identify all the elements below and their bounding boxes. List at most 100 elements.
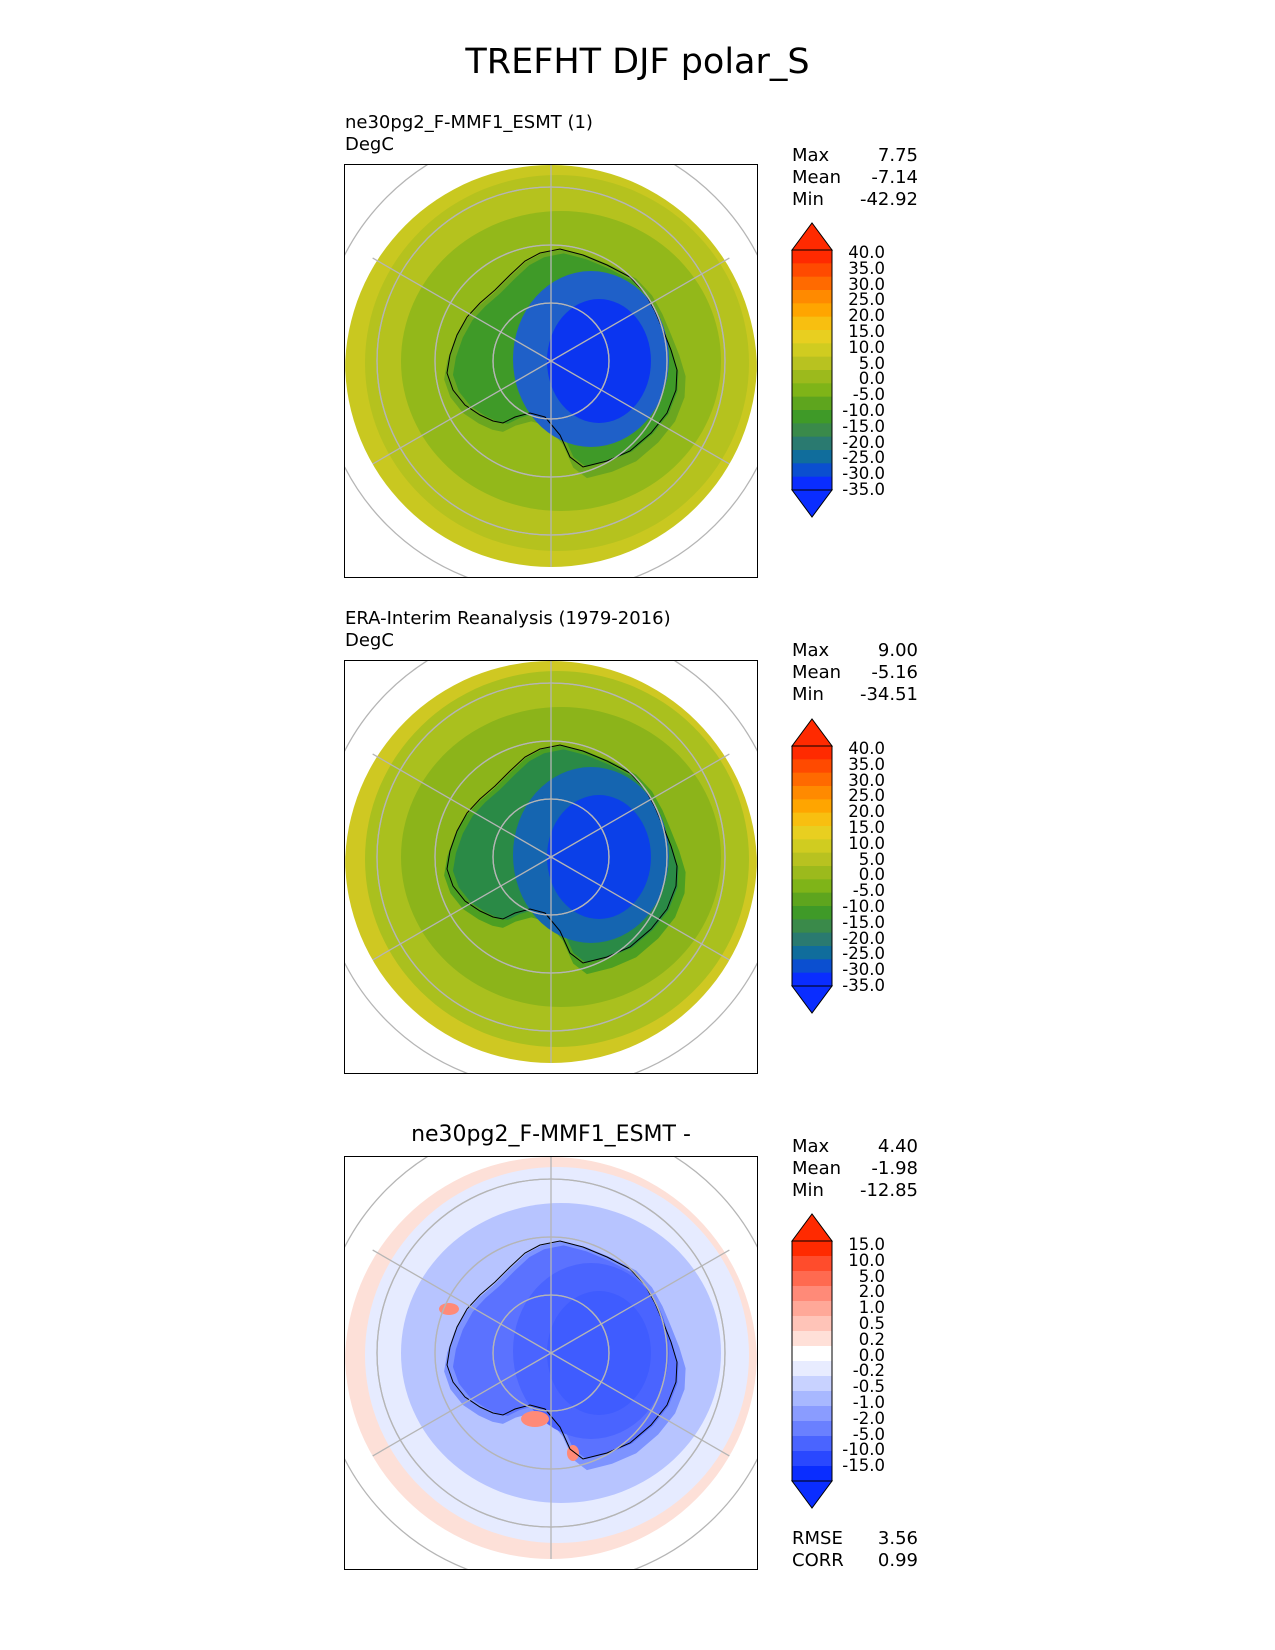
meridian-line bbox=[550, 1233, 757, 1354]
colorbar-bin bbox=[792, 263, 832, 278]
panel1-stats: Max 7.75 Mean -7.14 Min -42.92 bbox=[792, 145, 918, 211]
colorbar-bin bbox=[792, 1391, 832, 1407]
colorbar-tick-label: 30.0 bbox=[848, 770, 885, 790]
colorbar-bin bbox=[792, 343, 832, 358]
colorbar-bin bbox=[792, 959, 832, 974]
coastline bbox=[446, 744, 678, 964]
colorbar-bin bbox=[792, 812, 832, 827]
colorbar-bin bbox=[792, 1331, 832, 1347]
colorbar-bin bbox=[792, 852, 832, 867]
colorbar-bin bbox=[792, 396, 832, 411]
panel1-stat-mean-value: -7.14 bbox=[871, 167, 918, 188]
panel2-title-line1: ERA-Interim Reanalysis (1979-2016) bbox=[345, 608, 671, 629]
panel1-stat-max-value: 7.75 bbox=[877, 145, 918, 166]
colorbar-tick-label: 0.5 bbox=[858, 1313, 885, 1333]
colorbar-extend-top bbox=[791, 718, 833, 747]
panel2-stat-min-label: Min bbox=[792, 684, 824, 705]
colorbar-tick-label: -5.0 bbox=[852, 385, 885, 405]
panel1-stat-max-label: Max bbox=[792, 145, 830, 166]
colorbar-bin bbox=[792, 1286, 832, 1302]
colorbar-tick-label: -10.0 bbox=[842, 400, 885, 420]
colorbar-tick-label: -10.0 bbox=[842, 896, 885, 916]
meridian-line bbox=[345, 360, 552, 481]
colorbar-bin bbox=[792, 1406, 832, 1422]
colorbar-tick-label: 0.0 bbox=[858, 865, 885, 885]
panel2-map bbox=[344, 660, 758, 1074]
panel2-colorbar bbox=[791, 718, 833, 1014]
panel2-stat-max-label: Max bbox=[792, 640, 830, 661]
meridian-line bbox=[345, 737, 552, 858]
panel3-corr-value: 0.99 bbox=[877, 1550, 918, 1571]
colorbar-tick-label: -25.0 bbox=[842, 944, 885, 964]
figure-title: TREFHT DJF polar_S bbox=[465, 42, 810, 82]
panel2-stat-max-value: 9.00 bbox=[877, 640, 918, 661]
colorbar-bin bbox=[792, 892, 832, 907]
map-core-zone bbox=[547, 1291, 651, 1415]
colorbar-bin bbox=[792, 946, 832, 960]
colorbar-bin bbox=[792, 839, 832, 854]
panel3-stat-mean-value: -1.98 bbox=[871, 1158, 918, 1179]
colorbar-tick-label: -5.0 bbox=[852, 881, 885, 901]
colorbar-bin bbox=[792, 1316, 832, 1332]
colorbar-bin bbox=[792, 290, 832, 304]
colorbar-tick-label: 40.0 bbox=[848, 243, 885, 262]
colorbar-tick-label: -0.5 bbox=[852, 1377, 885, 1397]
colorbar-bin bbox=[792, 879, 832, 894]
colorbar-tick-label: -20.0 bbox=[842, 432, 885, 452]
colorbar-tick-label: 10.0 bbox=[848, 337, 885, 357]
map-warm-anomaly bbox=[439, 1303, 459, 1315]
colorbar-bin bbox=[792, 383, 832, 398]
panel3-colorbar bbox=[791, 1213, 833, 1509]
colorbar-tick-label: 0.2 bbox=[858, 1329, 885, 1349]
colorbar-tick-label: -15.0 bbox=[842, 1456, 885, 1476]
colorbar-bin bbox=[792, 436, 832, 451]
colorbar-tick-label: 35.0 bbox=[848, 754, 885, 774]
panel3-colorbar-labels: 15.0 10.0 5.0 2.0 1.0 0.5 0.2 0.0 -0.2 -0.5 -1.0 -2… bbox=[837, 1236, 885, 1476]
panel3-stat-min-value: -12.85 bbox=[859, 1180, 918, 1201]
panel1-map-svg bbox=[345, 165, 757, 577]
map-warm-anomaly bbox=[521, 1411, 549, 1427]
panel3-stat-max-label: Max bbox=[792, 1136, 830, 1157]
meridian-line bbox=[550, 241, 757, 362]
colorbar-tick-label: -5.0 bbox=[852, 1424, 885, 1444]
colorbar-bin bbox=[792, 303, 832, 318]
colorbar-tick-label: -0.2 bbox=[852, 1361, 885, 1381]
colorbar-tick-label: 5.0 bbox=[858, 353, 885, 373]
colorbar-tick-label: -35.0 bbox=[842, 479, 885, 499]
colorbar-tick-label: 1.0 bbox=[858, 1298, 885, 1318]
colorbar-tick-label: 20.0 bbox=[848, 802, 885, 822]
colorbar-bin bbox=[792, 1301, 832, 1317]
colorbar-tick-label: 40.0 bbox=[848, 739, 885, 758]
colorbar-bin bbox=[792, 1361, 832, 1377]
meridian-line bbox=[345, 1233, 552, 1354]
colorbar-bin bbox=[792, 746, 832, 760]
colorbar-tick-label: -30.0 bbox=[842, 464, 885, 484]
colorbar-tick-label: -10.0 bbox=[842, 1440, 885, 1460]
colorbar-bin bbox=[792, 1421, 832, 1437]
colorbar-tick-label: 10.0 bbox=[848, 1250, 885, 1270]
colorbar-bin bbox=[792, 423, 832, 438]
colorbar-bin bbox=[792, 1256, 832, 1272]
colorbar-bin bbox=[792, 906, 832, 920]
colorbar-extend-top bbox=[791, 222, 833, 251]
coastline bbox=[446, 1240, 678, 1460]
colorbar-tick-label: -30.0 bbox=[842, 960, 885, 980]
panel2-stats: Max 9.00 Mean -5.16 Min -34.51 bbox=[792, 640, 918, 706]
colorbar-extend-bottom bbox=[791, 1480, 833, 1509]
colorbar-tick-label: 35.0 bbox=[848, 258, 885, 278]
colorbar-tick-label: -1.0 bbox=[852, 1392, 885, 1412]
colorbar-tick-label: -2.0 bbox=[852, 1408, 885, 1428]
colorbar-extend-bottom bbox=[791, 489, 833, 518]
colorbar-bin bbox=[792, 972, 832, 987]
panel3-rmse-value: 3.56 bbox=[877, 1528, 918, 1549]
colorbar-bin bbox=[792, 759, 832, 774]
panel2-units: DegC bbox=[345, 630, 394, 651]
panel3-stat-mean-label: Mean bbox=[792, 1158, 842, 1179]
colorbar-tick-label: 20.0 bbox=[848, 306, 885, 326]
panel3-stat-max-value: 4.40 bbox=[877, 1136, 918, 1157]
colorbar-bin bbox=[792, 476, 832, 491]
colorbar-tick-label: 5.0 bbox=[858, 849, 885, 869]
meridian-line bbox=[345, 241, 552, 362]
map-core-zone bbox=[547, 795, 651, 919]
colorbar-tick-label: 2.0 bbox=[858, 1282, 885, 1302]
